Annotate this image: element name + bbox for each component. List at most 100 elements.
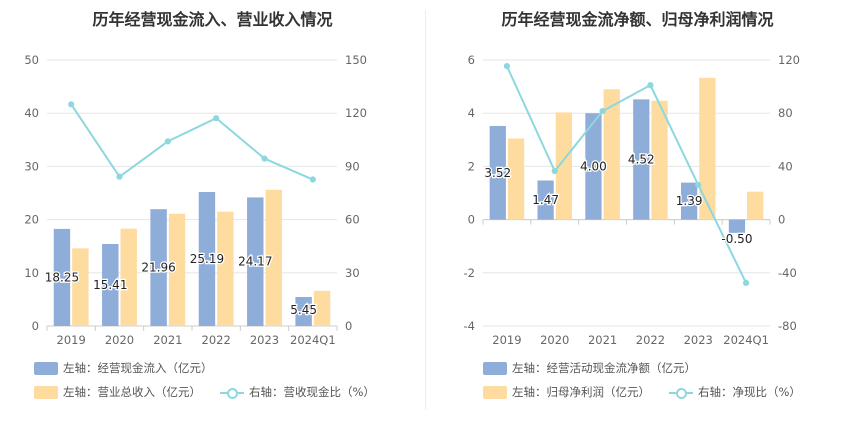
legend-item-net-profit[interactable]: 左轴：归母净利润（亿元） bbox=[483, 384, 650, 400]
y-right-tick-label: 120 bbox=[345, 106, 367, 120]
x-tick-label: 2024Q1 bbox=[723, 333, 769, 347]
net-cash-flow-profit-chart-panel: 历年经营现金流净额、归母净利润情况 -4 -80 -2 -40 0 0 2 40 4 80 6 120… bbox=[425, 0, 850, 437]
bar bbox=[747, 191, 764, 220]
y-right-tick-label: 120 bbox=[778, 53, 800, 67]
y-right-tick-label: -80 bbox=[778, 319, 797, 333]
y-left-tick-label: 2 bbox=[468, 159, 475, 173]
bar bbox=[585, 113, 602, 220]
y-left-tick-label: -2 bbox=[464, 266, 475, 280]
bar bbox=[313, 290, 331, 326]
cash-inflow-revenue-chart-panel: 历年经营现金流入、营业收入情况 0 0 10 30 20 60 30 90 40 120 50 150… bbox=[24, 10, 375, 400]
y-right-tick-label: 90 bbox=[345, 159, 360, 173]
y-right-tick-label: 0 bbox=[345, 319, 352, 333]
chart-title: 历年经营现金流入、营业收入情况 bbox=[92, 10, 333, 29]
data-label: 4.52 bbox=[628, 152, 655, 166]
legend-item-cash-inflow[interactable]: 左轴：经营现金流入（亿元） bbox=[34, 360, 213, 376]
bar bbox=[699, 77, 716, 220]
legend-swatch-bar bbox=[483, 385, 507, 399]
legend-swatch-line bbox=[220, 386, 244, 399]
bar bbox=[489, 125, 506, 220]
legend-label: 右轴：净现比（%） bbox=[698, 385, 801, 399]
x-tick-label: 2021 bbox=[153, 333, 182, 347]
bar bbox=[150, 209, 167, 326]
bar bbox=[217, 211, 234, 326]
y-left-tick-label: 30 bbox=[24, 159, 39, 173]
legend-label: 左轴：营业总收入（亿元） bbox=[63, 385, 201, 399]
bar bbox=[53, 228, 71, 326]
y-right-tick-label: 80 bbox=[778, 106, 793, 120]
x-tick-label: 2023 bbox=[684, 333, 713, 347]
x-tick-label: 2019 bbox=[57, 333, 86, 347]
legend-label: 右轴：营收现金比（%） bbox=[249, 385, 375, 399]
legend-item-net-cash-flow[interactable]: 左轴：经营活动现金流净额（亿元） bbox=[483, 360, 696, 376]
bar bbox=[198, 191, 216, 326]
line-point bbox=[695, 181, 702, 188]
data-label: 21.96 bbox=[141, 261, 175, 275]
chart-plot: -4 -80 -2 -40 0 0 2 40 4 80 6 120 2019 2020 2021 2022 20… bbox=[464, 53, 800, 347]
data-label: 24.17 bbox=[238, 255, 272, 269]
y-left-tick-label: 50 bbox=[24, 53, 39, 67]
bar bbox=[72, 248, 89, 326]
x-tick-label: 2020 bbox=[105, 333, 134, 347]
bar bbox=[102, 244, 119, 326]
data-label: 5.45 bbox=[290, 303, 317, 317]
series-line bbox=[506, 65, 747, 284]
bar bbox=[265, 189, 282, 326]
data-label: 1.47 bbox=[532, 193, 559, 207]
x-tick-label: 2022 bbox=[636, 333, 665, 347]
line-point bbox=[647, 82, 654, 89]
y-right-tick-label: 60 bbox=[345, 213, 360, 227]
data-label: 4.00 bbox=[580, 159, 607, 173]
bar bbox=[168, 213, 186, 326]
legend-item-cash-ratio[interactable]: 右轴：营收现金比（%） bbox=[220, 384, 375, 400]
x-tick-label: 2022 bbox=[202, 333, 231, 347]
bar bbox=[507, 138, 525, 220]
y-left-tick-label: 6 bbox=[468, 53, 475, 67]
y-left-tick-label: 4 bbox=[468, 106, 475, 120]
y-right-tick-label: 0 bbox=[778, 213, 785, 227]
data-label: -0.50 bbox=[721, 232, 752, 246]
y-left-tick-label: 40 bbox=[24, 106, 39, 120]
bar bbox=[295, 297, 312, 326]
x-tick-label: 2024Q1 bbox=[290, 333, 336, 347]
legend-label: 左轴：经营现金流入（亿元） bbox=[63, 361, 213, 375]
y-right-tick-label: 40 bbox=[778, 159, 793, 173]
y-left-tick-label: -4 bbox=[464, 319, 475, 333]
y-left-tick-label: 10 bbox=[24, 266, 39, 280]
line-point bbox=[551, 167, 558, 175]
legend-item-revenue[interactable]: 左轴：营业总收入（亿元） bbox=[34, 384, 201, 400]
bar bbox=[537, 180, 554, 220]
x-tick-label: 2020 bbox=[540, 333, 569, 347]
bar bbox=[603, 89, 620, 220]
bar bbox=[680, 182, 698, 220]
x-tick-label: 2019 bbox=[492, 333, 521, 347]
legend-swatch-bar bbox=[34, 385, 58, 399]
line-point bbox=[261, 155, 268, 162]
bar bbox=[247, 197, 264, 326]
y-right-tick-label: 30 bbox=[345, 266, 360, 280]
x-tick-label: 2023 bbox=[250, 333, 279, 347]
legend-label: 左轴：归母净利润（亿元） bbox=[512, 385, 650, 399]
line-point bbox=[213, 115, 220, 122]
y-right-tick-label: 150 bbox=[345, 53, 367, 67]
legend-swatch-bar bbox=[34, 361, 58, 375]
line-point bbox=[599, 107, 606, 115]
bar bbox=[633, 99, 650, 220]
y-left-tick-label: 20 bbox=[24, 213, 39, 227]
y-left-tick-label: 0 bbox=[32, 319, 39, 333]
bar bbox=[555, 112, 573, 220]
data-label: 15.41 bbox=[93, 278, 127, 292]
line-point bbox=[164, 138, 171, 145]
y-right-tick-label: -40 bbox=[778, 266, 797, 280]
legend-label: 左轴：经营活动现金流净额（亿元） bbox=[512, 361, 696, 375]
data-label: 18.25 bbox=[45, 270, 79, 284]
line-point bbox=[742, 279, 750, 287]
series-line bbox=[70, 103, 314, 181]
bar bbox=[728, 219, 746, 233]
data-label: 25.19 bbox=[190, 252, 224, 266]
chart-title: 历年经营现金流净额、归母净利润情况 bbox=[501, 10, 774, 29]
chart-plot: 0 0 10 30 20 60 30 90 40 120 50 150 2019 2020 2021 2022… bbox=[24, 53, 367, 347]
data-label: 1.39 bbox=[676, 194, 703, 208]
bar bbox=[651, 100, 668, 220]
legend-item-net-cash-ratio[interactable]: 右轴：净现比（%） bbox=[669, 384, 801, 400]
